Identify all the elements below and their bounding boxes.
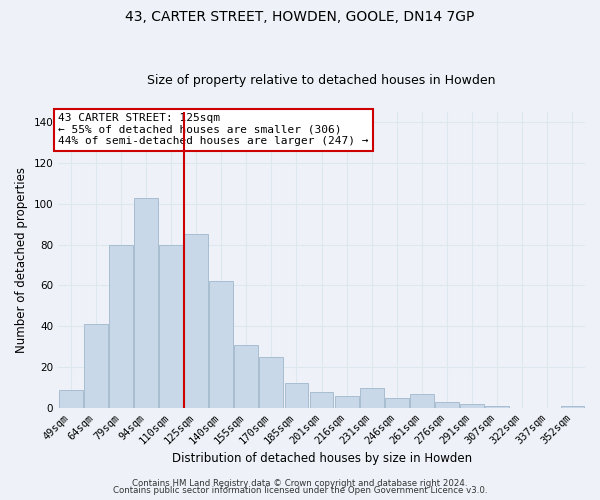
Bar [159, 244, 183, 408]
Bar [284, 384, 308, 408]
Text: 43 CARTER STREET: 125sqm
← 55% of detached houses are smaller (306)
44% of semi-: 43 CARTER STREET: 125sqm ← 55% of detach… [58, 114, 368, 146]
Text: Contains HM Land Registry data © Crown copyright and database right 2024.: Contains HM Land Registry data © Crown c… [132, 478, 468, 488]
Y-axis label: Number of detached properties: Number of detached properties [15, 167, 28, 353]
Bar [109, 244, 133, 408]
Bar [235, 344, 258, 408]
Bar [259, 357, 283, 408]
Bar [485, 406, 509, 408]
Text: 43, CARTER STREET, HOWDEN, GOOLE, DN14 7GP: 43, CARTER STREET, HOWDEN, GOOLE, DN14 7… [125, 10, 475, 24]
Title: Size of property relative to detached houses in Howden: Size of property relative to detached ho… [148, 74, 496, 87]
X-axis label: Distribution of detached houses by size in Howden: Distribution of detached houses by size … [172, 452, 472, 465]
Bar [59, 390, 83, 408]
Bar [460, 404, 484, 408]
Bar [360, 388, 383, 408]
Text: Contains public sector information licensed under the Open Government Licence v3: Contains public sector information licen… [113, 486, 487, 495]
Bar [209, 282, 233, 408]
Bar [560, 406, 584, 408]
Bar [310, 392, 334, 408]
Bar [335, 396, 359, 408]
Bar [410, 394, 434, 408]
Bar [184, 234, 208, 408]
Bar [385, 398, 409, 408]
Bar [435, 402, 459, 408]
Bar [84, 324, 108, 408]
Bar [134, 198, 158, 408]
